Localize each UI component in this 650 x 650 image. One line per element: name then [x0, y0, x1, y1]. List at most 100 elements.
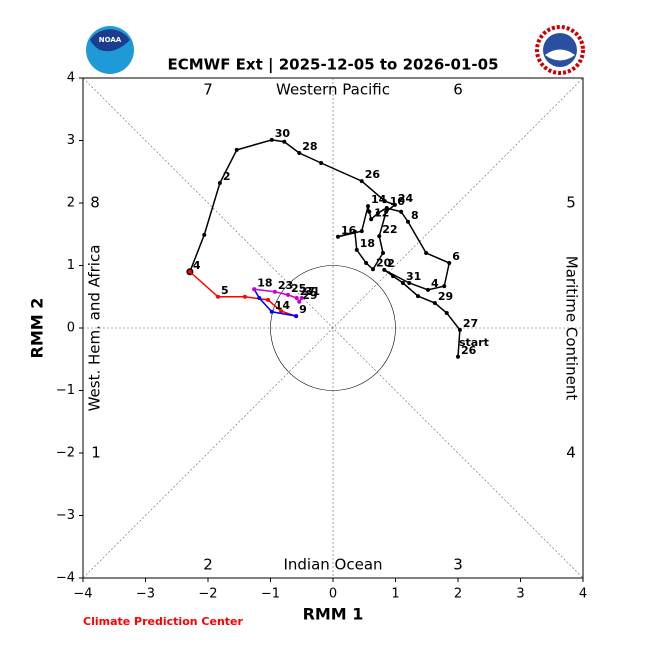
track-point	[217, 181, 222, 185]
track-point	[377, 234, 382, 239]
track-point	[294, 314, 299, 319]
track-line	[253, 288, 297, 317]
track-point	[364, 261, 369, 265]
phase-label: 6	[453, 81, 463, 99]
y-axis-label: RMM 2	[28, 298, 47, 359]
track-point	[371, 267, 375, 272]
track-point	[406, 219, 410, 224]
region-label: Indian Ocean	[283, 556, 382, 574]
track-line	[189, 271, 297, 317]
phase-label: 2	[203, 556, 213, 574]
point-label: 31	[305, 285, 320, 298]
phase-label: 8	[90, 194, 100, 212]
track-point	[382, 199, 387, 204]
point-label: 22	[382, 223, 397, 236]
track-line	[189, 139, 461, 357]
region-label: West. Hem. and Africa	[86, 245, 104, 412]
x-axis-label: RMM 1	[303, 605, 364, 624]
phase-label: 3	[453, 556, 463, 574]
track-point	[297, 299, 302, 304]
track-point	[444, 311, 449, 315]
track-point	[336, 234, 340, 239]
x-tick-label: −1	[261, 587, 280, 602]
track-point	[352, 229, 357, 234]
y-tick-label: 2	[67, 196, 75, 211]
x-tick-label: −2	[198, 587, 217, 602]
phase-label: 5	[566, 194, 576, 212]
point-label: 4	[431, 277, 439, 290]
x-tick-label: 0	[329, 587, 337, 602]
track-point	[447, 261, 452, 265]
point-label: 18	[257, 276, 272, 289]
track-point	[407, 281, 412, 285]
point-label: 27	[300, 285, 315, 298]
point-label: 29	[302, 289, 317, 302]
y-tick-label: 4	[67, 71, 75, 86]
track-point	[399, 209, 404, 214]
track-point	[234, 147, 239, 152]
y-tick-label: −3	[56, 508, 75, 523]
track-point	[286, 292, 290, 297]
point-label: 5	[221, 284, 229, 297]
track-point	[457, 327, 462, 332]
y-tick-label: 0	[67, 321, 75, 336]
track-point	[384, 206, 389, 210]
point-label: 31	[406, 270, 421, 283]
track-point	[269, 309, 274, 314]
track-point	[424, 251, 429, 255]
logo-text: NOAA	[99, 36, 122, 44]
track-point	[257, 296, 262, 300]
region-label: Maritime Continent	[563, 256, 581, 401]
track-point	[294, 296, 299, 300]
chart-title: ECMWF Ext | 2025-12-05 to 2026-01-05	[167, 56, 498, 75]
point-label: 28	[302, 140, 317, 153]
x-tick-label: −4	[73, 587, 92, 602]
point-label: 26	[461, 344, 477, 357]
track-point	[432, 301, 437, 305]
track-point	[381, 251, 385, 255]
point-label: 29	[438, 290, 453, 303]
point-label: 2	[223, 170, 231, 183]
point-label: 27	[463, 317, 478, 330]
track-point	[354, 247, 359, 252]
unit-circle	[270, 265, 396, 391]
track-point	[272, 289, 277, 294]
point-label: 24	[398, 192, 414, 205]
x-tick-label: 3	[516, 587, 524, 602]
noaa-logo: NOAA	[86, 26, 134, 74]
track-point	[299, 296, 304, 300]
start-label: start	[459, 336, 489, 349]
track-point	[202, 232, 207, 237]
track-point	[366, 204, 370, 209]
track-point	[187, 269, 192, 274]
track-point	[384, 209, 389, 214]
point-label: 8	[411, 209, 419, 222]
y-tick-label: 3	[67, 133, 75, 148]
track-point	[282, 139, 287, 144]
point-label: 14	[371, 193, 387, 206]
x-tick-label: 2	[454, 587, 462, 602]
nws-logo	[535, 25, 585, 75]
point-label: 30	[275, 127, 291, 140]
track-point	[297, 151, 302, 155]
point-label: 23	[278, 279, 293, 292]
track-point	[266, 297, 270, 302]
phase-label: 7	[203, 81, 213, 99]
point-label: 18	[360, 237, 375, 250]
point-label: 9	[299, 303, 307, 316]
track-point	[367, 209, 372, 214]
track-point	[401, 281, 405, 285]
x-tick-label: 4	[579, 587, 587, 602]
track-point	[369, 217, 374, 222]
track-point	[359, 229, 364, 234]
point-label: 6	[452, 250, 460, 263]
track-point	[426, 287, 430, 292]
track-point	[279, 309, 284, 314]
phase-label: 4	[566, 444, 576, 462]
point-label: 25	[291, 282, 306, 295]
region-label: Western Pacific	[276, 81, 390, 99]
point-label: 16	[341, 224, 357, 237]
track-point	[269, 137, 274, 142]
track-point	[252, 287, 257, 292]
